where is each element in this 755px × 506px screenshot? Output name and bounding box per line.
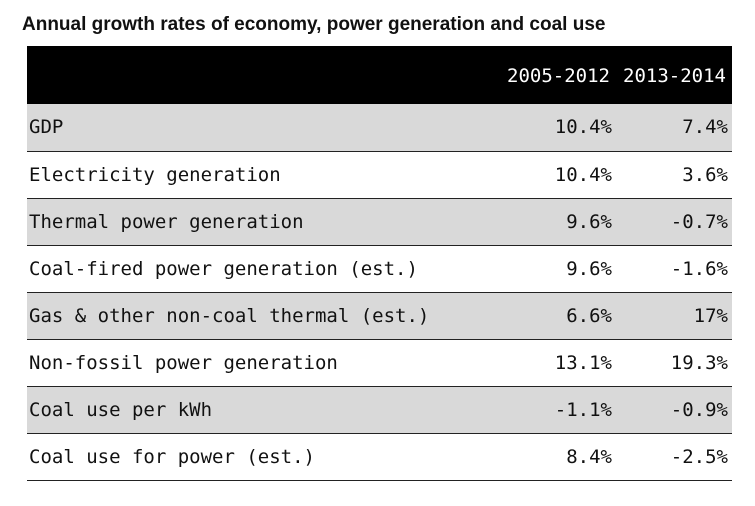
- data-label: 13.1%: [554, 351, 612, 374]
- growth-rates-table: 2005-2012 2013-2014 GDP 10.4% 7.4% Elect…: [27, 46, 732, 481]
- data-label: -1.1%: [554, 398, 612, 421]
- data-label: 3.6%: [682, 163, 728, 186]
- data-label: 6.6%: [566, 304, 612, 327]
- data-label: 7.4%: [682, 116, 728, 139]
- table-row: Thermal power generation 9.6% -0.7%: [27, 198, 732, 245]
- data-label: 9.6%: [566, 210, 612, 233]
- header-cell-2005-2012: 2005-2012: [507, 65, 610, 87]
- row-label: Thermal power generation: [29, 210, 304, 233]
- table-row: Coal use per kWh -1.1% -0.9%: [27, 386, 732, 433]
- header-cell-2013-2014: 2013-2014: [623, 65, 726, 87]
- header-row: 2005-2012 2013-2014: [27, 46, 732, 104]
- table-row: Coal use for power (est.) 8.4% -2.5%: [27, 433, 732, 480]
- table-row: Non-fossil power generation 13.1% 19.3%: [27, 339, 732, 386]
- row-label: Coal use per kWh: [29, 398, 213, 421]
- data-label: -1.6%: [670, 257, 728, 280]
- data-label: -0.9%: [670, 398, 728, 421]
- table-row: Coal-fired power generation (est.) 9.6% …: [27, 245, 732, 292]
- data-label: 17%: [693, 304, 728, 327]
- row-label: Electricity generation: [29, 163, 281, 186]
- header-cell-label: [27, 46, 474, 104]
- data-label: 19.3%: [670, 351, 728, 374]
- data-label: 8.4%: [566, 445, 612, 468]
- row-label: Coal use for power (est.): [29, 445, 315, 468]
- data-label: -0.7%: [670, 210, 728, 233]
- row-label: Gas & other non-coal thermal (est.): [29, 304, 430, 327]
- table-row: Gas & other non-coal thermal (est.) 6.6%…: [27, 292, 732, 339]
- table-row: Electricity generation 10.4% 3.6%: [27, 151, 732, 198]
- data-label: -2.5%: [670, 445, 728, 468]
- table-row: GDP 10.4% 7.4%: [27, 104, 732, 151]
- data-label: 10.4%: [554, 116, 612, 139]
- data-label: 10.4%: [554, 163, 612, 186]
- data-label: 9.6%: [566, 257, 612, 280]
- row-label: GDP: [29, 116, 64, 139]
- row-label: Non-fossil power generation: [29, 351, 338, 374]
- row-label: Coal-fired power generation (est.): [29, 257, 418, 280]
- chart-title: Annual growth rates of economy, power ge…: [22, 14, 606, 35]
